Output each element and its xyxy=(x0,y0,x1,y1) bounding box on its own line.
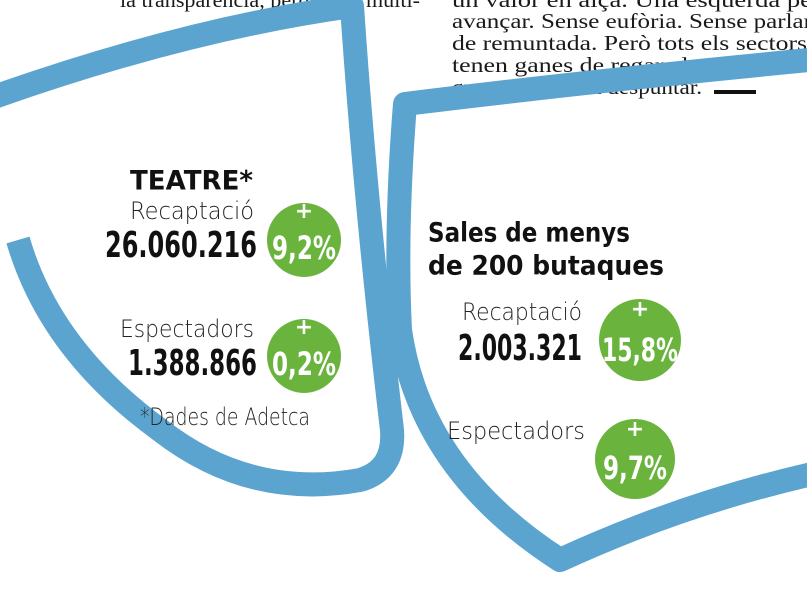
end-mark xyxy=(714,90,756,94)
label: Recaptació xyxy=(462,298,582,326)
section-title: Sales de menys xyxy=(428,218,630,249)
label: Recaptació xyxy=(130,197,254,225)
note: *Dades de Adetca xyxy=(140,403,310,431)
shield-left xyxy=(0,0,405,497)
badge-sign: + xyxy=(631,297,649,322)
figure: 1.388.866 xyxy=(128,343,257,384)
badge-value: 15,8% xyxy=(602,331,678,369)
shield-right xyxy=(386,48,807,572)
badge xyxy=(595,419,675,499)
badge-sign: + xyxy=(626,417,644,442)
article-line: un valor en alça. Una esquerda pe xyxy=(452,0,807,12)
badge-value: 9,2% xyxy=(272,229,336,267)
section-title: TEATRE* xyxy=(130,166,253,197)
article-line: la transparència, perquè les multi- xyxy=(120,0,420,12)
article-line: de remuntada. Però tots els sectors xyxy=(452,31,807,55)
badge-sign: + xyxy=(295,315,313,340)
label: Espectadors xyxy=(447,417,585,445)
article-line: avançar. Sense eufòria. Sense parlar xyxy=(452,9,807,33)
badge-sign: + xyxy=(295,199,313,224)
section-title: de 200 butaques xyxy=(428,251,664,282)
badge-value: 0,2% xyxy=(272,345,336,383)
figure: 2.003.321 xyxy=(458,328,582,369)
badge-value: 9,7% xyxy=(603,449,667,487)
figure: 26.060.216 xyxy=(105,225,257,266)
badge xyxy=(267,203,341,277)
badge xyxy=(599,299,681,381)
label: Espectadors xyxy=(120,315,254,343)
badge xyxy=(267,319,341,393)
